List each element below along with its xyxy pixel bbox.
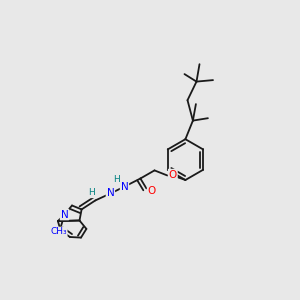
- Text: O: O: [169, 169, 177, 180]
- Text: O: O: [148, 186, 156, 196]
- Text: N: N: [121, 182, 128, 192]
- Text: N: N: [106, 188, 114, 199]
- Text: H: H: [88, 188, 95, 197]
- Text: CH₃: CH₃: [50, 227, 67, 236]
- Text: N: N: [61, 209, 68, 220]
- Text: H: H: [114, 176, 120, 184]
